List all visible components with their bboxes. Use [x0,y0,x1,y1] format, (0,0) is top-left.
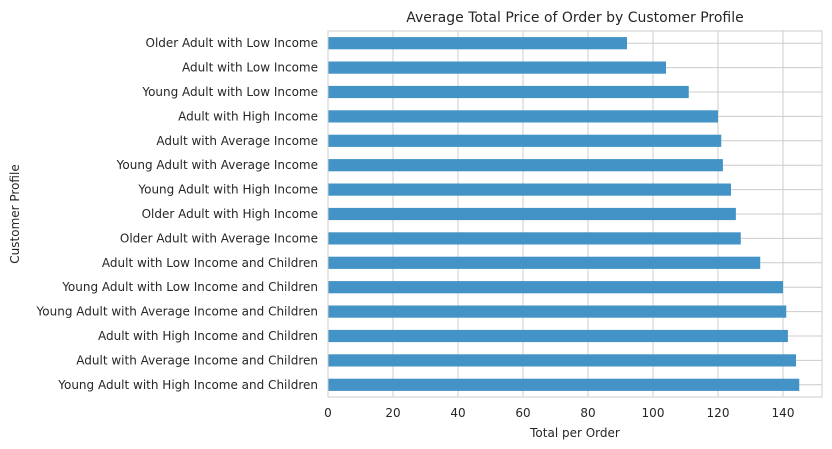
bar [328,378,800,391]
bar [328,305,787,318]
bar [328,256,761,269]
bar [328,134,722,147]
category-label: Adult with Low Income and Children [102,256,318,270]
x-axis-label: Total per Order [529,426,620,440]
bar [328,281,783,294]
bars-layer [328,37,800,391]
category-label: Adult with Average Income and Children [76,353,318,367]
x-tick-label: 60 [515,406,530,420]
bar [328,354,796,367]
bar [328,329,788,343]
x-tick-label: 80 [580,406,595,420]
bar [328,232,741,245]
bar [328,183,731,196]
x-tick-label: 120 [707,406,730,420]
bar [328,85,689,99]
x-tick-label: 0 [324,406,332,420]
category-label: Young Adult with Low Income and Children [61,280,318,294]
x-tick-label: 40 [450,406,465,420]
category-label: Adult with Low Income [182,61,318,75]
category-label: Older Adult with Average Income [120,231,318,245]
bar [328,61,666,74]
category-label: Young Adult with High Income [137,183,318,197]
category-label: Adult with High Income and Children [98,329,318,343]
x-tick-label: 100 [642,406,665,420]
category-label: Adult with High Income [178,109,318,123]
x-tick-label: 140 [772,406,795,420]
x-tick-label: 20 [385,406,400,420]
category-labels: Older Adult with Low Income Adult with Lo… [36,36,318,392]
plot-frame [327,30,823,398]
category-label: Young Adult with Average Income [116,158,318,172]
category-label: Young Adult with Average Income and Chil… [36,305,318,319]
chart-title: Average Total Price of Order by Customer… [406,10,743,26]
category-label: Young Adult with High Income and Childre… [57,378,318,392]
bar [328,207,736,221]
category-label: Young Adult with Low Income [141,85,318,99]
category-label: Older Adult with Low Income [146,36,318,50]
bar [328,110,718,123]
category-label: Adult with Average Income [156,134,318,148]
bar [328,37,627,50]
x-tick-labels: 0 20 40 60 80 100 120 140 [324,406,794,420]
category-label: Older Adult with High Income [142,207,318,221]
y-axis-label: Customer Profile [8,164,22,263]
bar [328,159,723,172]
